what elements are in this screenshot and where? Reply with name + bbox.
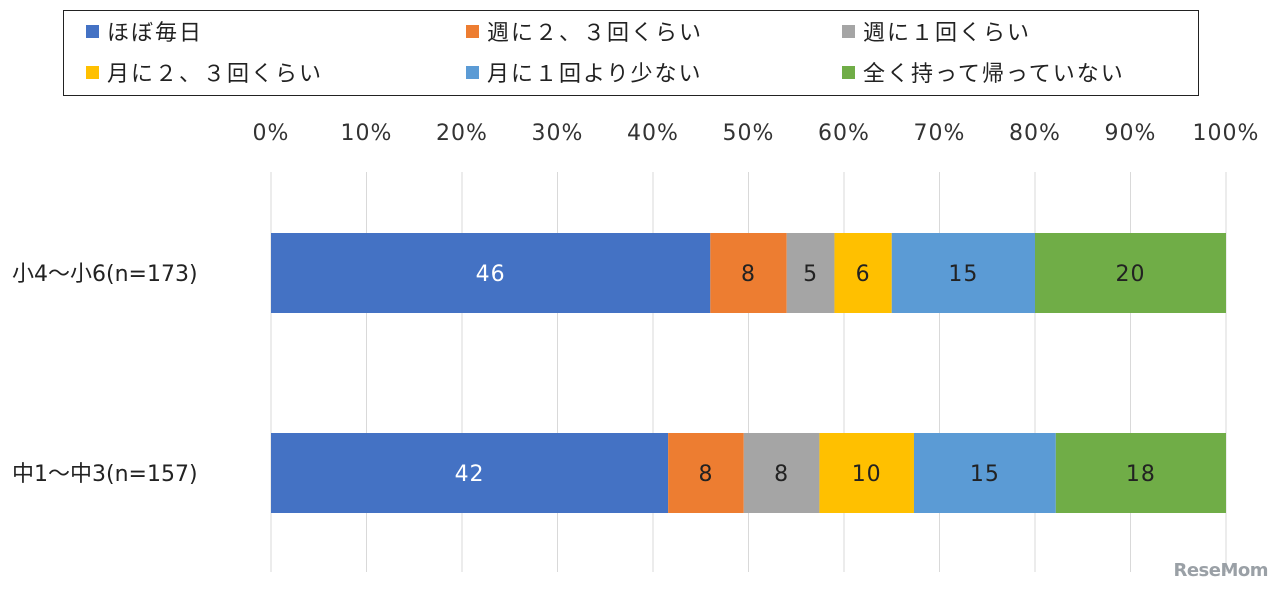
data-label: 18 <box>1126 462 1156 487</box>
legend-label: 全く持って帰っていない <box>863 62 1125 87</box>
legend-label: 週に２、３回くらい <box>487 21 704 46</box>
legend-item: 週に１回くらい <box>842 16 1031 46</box>
bar-segment <box>668 433 744 513</box>
data-label: 46 <box>476 262 506 287</box>
data-label: 8 <box>774 462 789 487</box>
data-label: 15 <box>970 462 1000 487</box>
x-tick-label: 50% <box>723 121 775 146</box>
legend-item: 月に１回より少ない <box>466 57 703 87</box>
bar-segment <box>271 233 711 313</box>
data-label: 15 <box>948 262 978 287</box>
bar-segment <box>710 233 787 313</box>
legend-swatch <box>842 24 855 38</box>
watermark-logo: ReseMom <box>1173 560 1268 581</box>
bar-segment <box>271 433 669 513</box>
data-label: 6 <box>856 262 871 287</box>
x-tick-label: 70% <box>914 121 966 146</box>
bar-segment <box>819 433 914 513</box>
data-label: 8 <box>741 262 756 287</box>
bar-segment <box>834 233 892 313</box>
category-label: 中1〜中3(n=157) <box>12 462 198 487</box>
x-tick-label: 40% <box>627 121 679 146</box>
x-tick-label: 100% <box>1193 121 1260 146</box>
category-label: 小4〜小6(n=173) <box>12 262 198 287</box>
legend-item: 全く持って帰っていない <box>842 57 1125 87</box>
legend-swatch <box>466 24 479 38</box>
x-tick-label: 80% <box>1009 121 1061 146</box>
x-tick-label: 60% <box>818 121 870 146</box>
bar-segment <box>1055 433 1226 513</box>
x-tick-label: 30% <box>532 121 584 146</box>
legend-label: 週に１回くらい <box>863 21 1032 46</box>
x-tick-label: 0% <box>253 121 290 146</box>
bar-segment <box>786 233 835 313</box>
data-label: 20 <box>1116 262 1146 287</box>
bar-segment <box>891 233 1035 313</box>
legend-label: ほぼ毎日 <box>107 21 204 46</box>
legend-swatch <box>86 65 99 79</box>
legend-swatch <box>842 65 855 79</box>
legend-item: 週に２、３回くらい <box>466 16 703 46</box>
data-label: 8 <box>698 462 713 487</box>
bar-segment <box>913 433 1056 513</box>
legend-swatch <box>86 24 99 38</box>
x-tick-label: 20% <box>436 121 488 146</box>
legend-item: ほぼ毎日 <box>86 16 203 46</box>
data-label: 10 <box>852 462 882 487</box>
bar-segment <box>1035 233 1226 313</box>
x-tick-label: 10% <box>341 121 393 146</box>
data-label: 42 <box>455 462 485 487</box>
data-label: 5 <box>803 262 818 287</box>
x-tick-label: 90% <box>1105 121 1157 146</box>
legend-swatch <box>466 65 479 79</box>
legend-label: 月に１回より少ない <box>487 62 703 87</box>
bar-segment <box>743 433 820 513</box>
chart-legend: ほぼ毎日 週に２、３回くらい 週に１回くらい月に２、３回くらい 月に１回より少ない 全く… <box>63 10 1199 96</box>
legend-label: 月に２、３回くらい <box>107 62 324 87</box>
legend-item: 月に２、３回くらい <box>86 57 323 87</box>
